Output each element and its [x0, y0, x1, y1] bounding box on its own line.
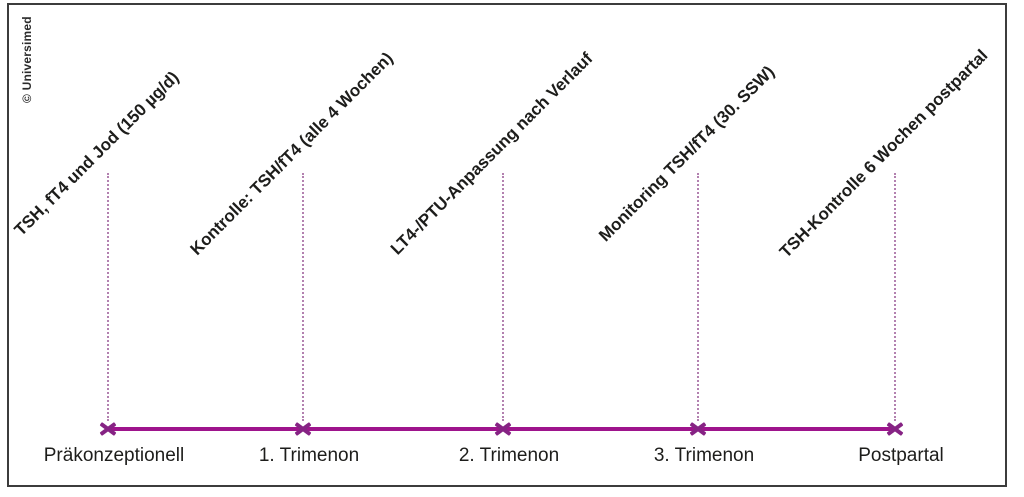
milestone-label: 1. Trimenon — [258, 445, 360, 466]
x-marker-icon — [294, 420, 312, 438]
x-marker-icon — [99, 420, 117, 438]
milestone-label: Postpartal — [858, 445, 944, 466]
figure-frame — [7, 3, 1007, 487]
x-marker-icon — [689, 420, 707, 438]
milestone-label: Präkonzeptionell — [43, 445, 185, 466]
leader-dotted-line — [107, 173, 109, 421]
leader-dotted-line — [894, 173, 896, 421]
x-marker-icon — [886, 420, 904, 438]
milestone-label: 2. Trimenon — [458, 445, 560, 466]
leader-dotted-line — [302, 173, 304, 421]
x-marker-icon — [494, 420, 512, 438]
milestone-label: 3. Trimenon — [653, 445, 755, 466]
leader-dotted-line — [502, 173, 504, 421]
leader-dotted-line — [697, 173, 699, 421]
copyright-notice: © Universimed — [20, 16, 34, 103]
